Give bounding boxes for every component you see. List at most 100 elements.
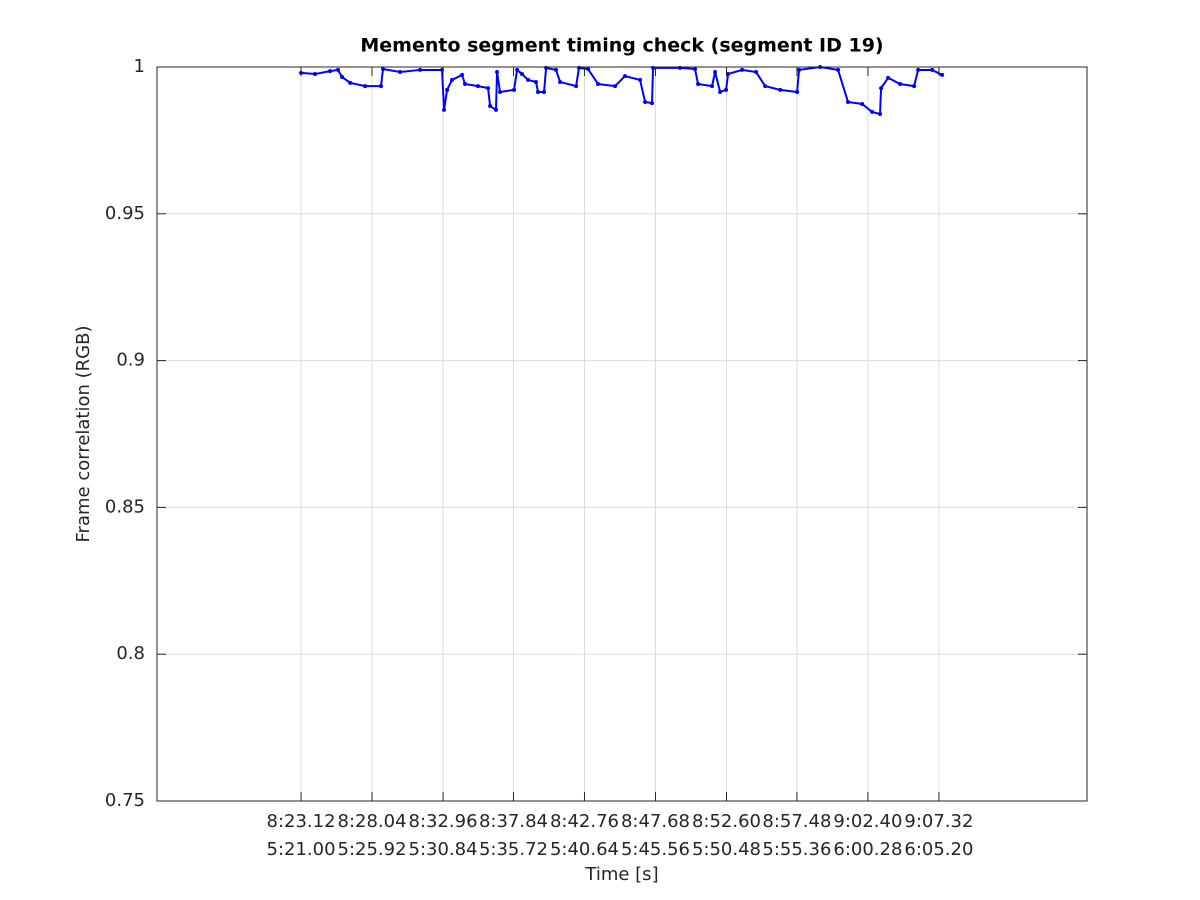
data-point <box>378 84 383 89</box>
x-tick-label: 8:37.84 <box>479 811 548 832</box>
y-tick-label: 0.9 <box>116 350 145 371</box>
data-point <box>846 99 851 104</box>
data-point <box>596 82 601 87</box>
data-point <box>650 101 655 106</box>
data-point <box>576 65 581 70</box>
x-tick-label: 8:42.76 <box>550 811 619 832</box>
y-tick-label: 0.85 <box>105 496 145 517</box>
data-point <box>623 74 628 79</box>
x-tick-label: 8:47.68 <box>621 811 690 832</box>
x-tick-label: 5:25.92 <box>338 839 407 860</box>
data-point <box>462 82 467 87</box>
data-point <box>651 65 656 70</box>
data-point <box>724 87 729 92</box>
data-point <box>763 84 768 89</box>
y-tick-label: 0.95 <box>105 203 145 224</box>
x-tick-label: 6:00.28 <box>833 839 902 860</box>
data-point <box>544 65 549 70</box>
data-point <box>916 67 921 72</box>
data-point <box>542 89 547 94</box>
x-tick-label: 8:32.96 <box>409 811 478 832</box>
data-point <box>870 109 875 114</box>
data-point <box>449 77 454 82</box>
data-point <box>348 80 353 85</box>
axes-box <box>156 66 1088 802</box>
y-tick-label: 0.75 <box>105 790 145 811</box>
data-point <box>494 107 499 112</box>
data-point <box>693 67 698 72</box>
x-tick-label: 8:52.60 <box>692 811 761 832</box>
data-point <box>740 67 745 72</box>
data-point <box>445 87 450 92</box>
data-point <box>515 67 520 72</box>
x-tick-label: 5:50.48 <box>692 839 761 860</box>
x-tick-label: 8:23.12 <box>267 811 336 832</box>
x-tick-label: 6:05.20 <box>904 839 973 860</box>
data-point <box>381 67 386 72</box>
data-point <box>898 82 903 87</box>
data-point <box>726 72 731 77</box>
chart-title: Memento segment timing check (segment ID… <box>360 35 883 57</box>
x-tick-label: 5:21.00 <box>267 839 336 860</box>
data-line <box>300 65 943 116</box>
y-axis-label: Frame correlation (RGB) <box>73 326 94 543</box>
data-point <box>710 84 715 89</box>
data-point <box>460 72 465 77</box>
x-tick-label: 5:45.56 <box>621 839 690 860</box>
data-point <box>313 72 318 77</box>
x-tick-label: 5:40.64 <box>550 839 619 860</box>
x-tick-label: 5:35.72 <box>479 839 548 860</box>
y-tick-label: 0.8 <box>116 643 145 664</box>
data-point <box>879 86 884 91</box>
data-point <box>696 82 701 87</box>
data-point <box>488 104 493 109</box>
x-tick-label: 8:57.48 <box>762 811 831 832</box>
data-point <box>613 84 618 89</box>
data-point <box>718 89 723 94</box>
data-point <box>495 69 500 74</box>
x-tick-label: 5:30.84 <box>409 839 478 860</box>
data-point <box>678 65 683 70</box>
y-tick-label: 1 <box>134 56 145 77</box>
data-point <box>795 89 800 94</box>
data-point <box>713 69 718 74</box>
data-point <box>519 72 524 77</box>
data-point <box>363 84 368 89</box>
data-point <box>643 99 648 104</box>
data-point <box>328 69 333 74</box>
data-point <box>498 89 503 94</box>
data-point <box>533 79 538 84</box>
data-point <box>836 67 841 72</box>
data-point <box>638 77 643 82</box>
x-tick-label: 5:55.36 <box>762 839 831 860</box>
data-point <box>574 84 579 89</box>
data-point <box>860 101 865 106</box>
x-tick-label: 8:28.04 <box>338 811 407 832</box>
data-point <box>778 87 783 92</box>
data-point <box>878 111 883 116</box>
data-point <box>930 67 935 72</box>
data-point <box>335 67 340 72</box>
data-point <box>512 87 517 92</box>
data-point <box>940 72 945 77</box>
data-point <box>558 79 563 84</box>
data-point <box>398 69 403 74</box>
data-point <box>586 67 591 72</box>
x-tick-label: 9:02.40 <box>833 811 902 832</box>
x-tick-label: 9:07.32 <box>904 811 973 832</box>
data-point <box>886 75 891 80</box>
x-axis-label: Time [s] <box>584 864 658 885</box>
data-point <box>526 77 531 82</box>
data-point <box>340 74 345 79</box>
data-point <box>554 67 559 72</box>
data-point <box>418 67 423 72</box>
data-point <box>797 67 802 72</box>
data-point <box>754 69 759 74</box>
data-point <box>912 84 917 89</box>
data-point <box>475 84 480 89</box>
data-point <box>536 89 541 94</box>
data-point <box>442 107 447 112</box>
